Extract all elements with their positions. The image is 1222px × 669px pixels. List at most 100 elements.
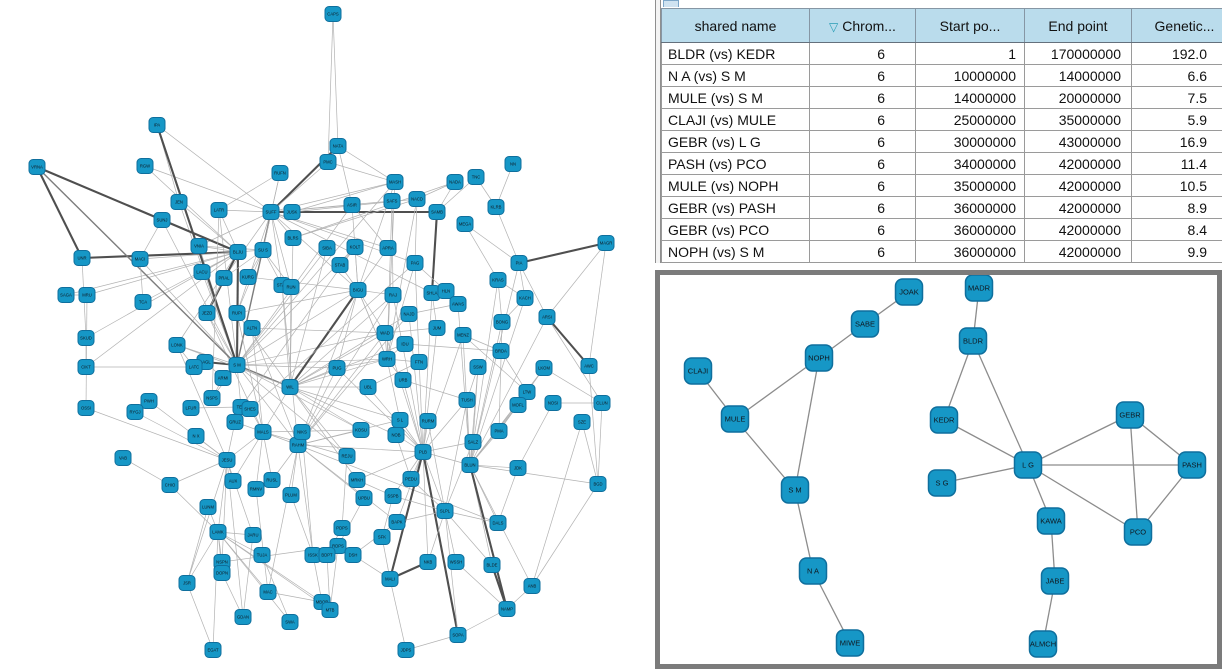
cell-shared-name[interactable]: MULE (vs) S M <box>661 86 810 109</box>
cell-value[interactable]: 10000000 <box>915 64 1025 87</box>
graph-node[interactable]: NIKS <box>293 424 311 440</box>
graph-node[interactable]: S L <box>391 412 409 428</box>
graph-node[interactable]: JSR <box>178 575 196 591</box>
graph-node[interactable]: VRNA <box>28 159 46 175</box>
graph-edge[interactable] <box>85 251 239 339</box>
table-row[interactable]: BLDR (vs) KEDR 6 1 170000000 192.0 <box>661 42 1222 65</box>
graph-node[interactable]: SUNJ <box>153 212 171 228</box>
graph-edge[interactable] <box>176 344 228 461</box>
cell-value[interactable]: 6 <box>809 174 916 197</box>
graph-edge[interactable] <box>581 421 599 485</box>
graph-edge[interactable] <box>1129 414 1139 533</box>
cell-value[interactable]: 42000000 <box>1024 240 1132 263</box>
graph-edge[interactable] <box>186 582 214 651</box>
graph-node[interactable]: PDPS <box>333 520 351 536</box>
graph-edge[interactable] <box>218 209 272 213</box>
graph-node[interactable]: WAD <box>376 325 394 341</box>
table-tab[interactable] <box>663 0 679 7</box>
graph-node[interactable]: MAGR <box>597 235 615 251</box>
graph-node[interactable]: JUSK <box>283 204 301 220</box>
cell-value[interactable]: 34000000 <box>915 152 1025 175</box>
graph-edge[interactable] <box>236 211 272 314</box>
graph-node[interactable]: CLAJI <box>683 357 713 385</box>
graph-edge[interactable] <box>356 451 424 481</box>
graph-node[interactable]: S G <box>927 469 957 497</box>
graph-node[interactable]: HLN <box>437 283 455 299</box>
graph-edge[interactable] <box>444 510 459 636</box>
graph-node[interactable]: SUFF <box>262 204 280 220</box>
graph-node[interactable]: SU S <box>254 242 272 258</box>
graph-node[interactable]: PLB <box>414 444 432 460</box>
cell-value[interactable]: 42000000 <box>1024 196 1132 219</box>
graph-node[interactable]: NOB <box>387 427 405 443</box>
graph-node[interactable]: JARU <box>244 527 262 543</box>
graph-edge[interactable] <box>176 251 239 346</box>
graph-node[interactable]: MULE <box>720 405 750 433</box>
graph-edge[interactable] <box>270 161 329 213</box>
graph-node[interactable]: TUSH <box>458 392 476 408</box>
table-row[interactable]: N A (vs) S M 6 10000000 14000000 6.6 <box>661 64 1222 87</box>
graph-node[interactable]: KRAS <box>489 272 507 288</box>
graph-edge[interactable] <box>422 334 464 453</box>
graph-node[interactable]: KOLT <box>346 239 364 255</box>
graph-edge[interactable] <box>444 399 468 512</box>
graph-edge[interactable] <box>414 198 418 264</box>
graph-node[interactable]: BGD <box>589 476 607 492</box>
graph-node[interactable]: VAB <box>114 450 132 466</box>
column-header-startpo[interactable]: Start po... <box>915 8 1025 43</box>
cell-value[interactable]: 35000000 <box>915 174 1025 197</box>
cell-value[interactable]: 10.5 <box>1131 174 1222 197</box>
graph-node[interactable]: MRKH <box>348 472 366 488</box>
graph-node[interactable]: SWA <box>281 614 299 630</box>
graph-edge[interactable] <box>297 444 398 523</box>
graph-edge[interactable] <box>134 411 228 461</box>
graph-node[interactable]: PRAL <box>215 270 233 286</box>
cell-value[interactable]: 6 <box>809 64 916 87</box>
graph-edge[interactable] <box>218 209 238 366</box>
graph-node[interactable]: PASH <box>1177 451 1207 479</box>
cell-shared-name[interactable]: NOPH (vs) S M <box>661 240 810 263</box>
graph-edge[interactable] <box>495 206 520 264</box>
graph-node[interactable]: JDPS <box>397 642 415 658</box>
graph-node[interactable]: ASIR <box>343 197 361 213</box>
graph-node[interactable]: VNIA <box>190 238 208 254</box>
table-row[interactable]: MULE (vs) S M 6 14000000 20000000 7.5 <box>661 86 1222 109</box>
graph-node[interactable]: UPBU <box>355 490 373 506</box>
graph-node[interactable]: LACU <box>193 264 211 280</box>
graph-edge[interactable] <box>139 258 238 366</box>
graph-node[interactable]: SIBA <box>318 240 336 256</box>
graph-edge[interactable] <box>421 451 460 636</box>
cell-value[interactable]: 6 <box>809 152 916 175</box>
graph-edge[interactable] <box>518 241 607 265</box>
graph-node[interactable]: SABE <box>850 310 880 338</box>
graph-node[interactable]: RAJ <box>384 287 402 303</box>
graph-edge[interactable] <box>242 534 254 618</box>
graph-edge[interactable] <box>332 13 339 147</box>
graph-node[interactable]: NAMP <box>498 601 516 617</box>
graph-edge[interactable] <box>422 399 468 453</box>
graph-node[interactable]: SFK <box>373 529 391 545</box>
graph-node[interactable]: RUSL <box>263 472 281 488</box>
graph-edge[interactable] <box>289 294 394 388</box>
graph-edge[interactable] <box>422 327 438 453</box>
graph-node[interactable]: NACD <box>408 191 426 207</box>
cell-value[interactable]: 170000000 <box>1024 42 1132 65</box>
graph-node[interactable]: KAWA <box>1036 507 1066 535</box>
column-header-endpoint[interactable]: End point <box>1024 8 1132 43</box>
graph-node[interactable]: EGAT <box>204 642 222 658</box>
graph-edge[interactable] <box>402 379 424 453</box>
graph-edge[interactable] <box>444 510 457 563</box>
graph-node[interactable]: AWAS <box>449 296 467 312</box>
graph-edge[interactable] <box>336 367 424 453</box>
graph-node[interactable]: REJU <box>338 448 356 464</box>
graph-edge[interactable] <box>464 223 499 281</box>
graph-node[interactable]: UBL <box>359 379 377 395</box>
cell-value[interactable]: 11.4 <box>1131 152 1222 175</box>
graph-node[interactable]: SSPB <box>384 488 402 504</box>
graph-edge[interactable] <box>297 444 424 453</box>
graph-edge[interactable] <box>337 145 353 206</box>
graph-edge[interactable] <box>546 316 590 367</box>
filter-funnel-icon[interactable]: ▽ <box>829 19 839 34</box>
graph-node[interactable]: BLDE <box>483 557 501 573</box>
graph-node[interactable]: N A <box>798 557 828 585</box>
